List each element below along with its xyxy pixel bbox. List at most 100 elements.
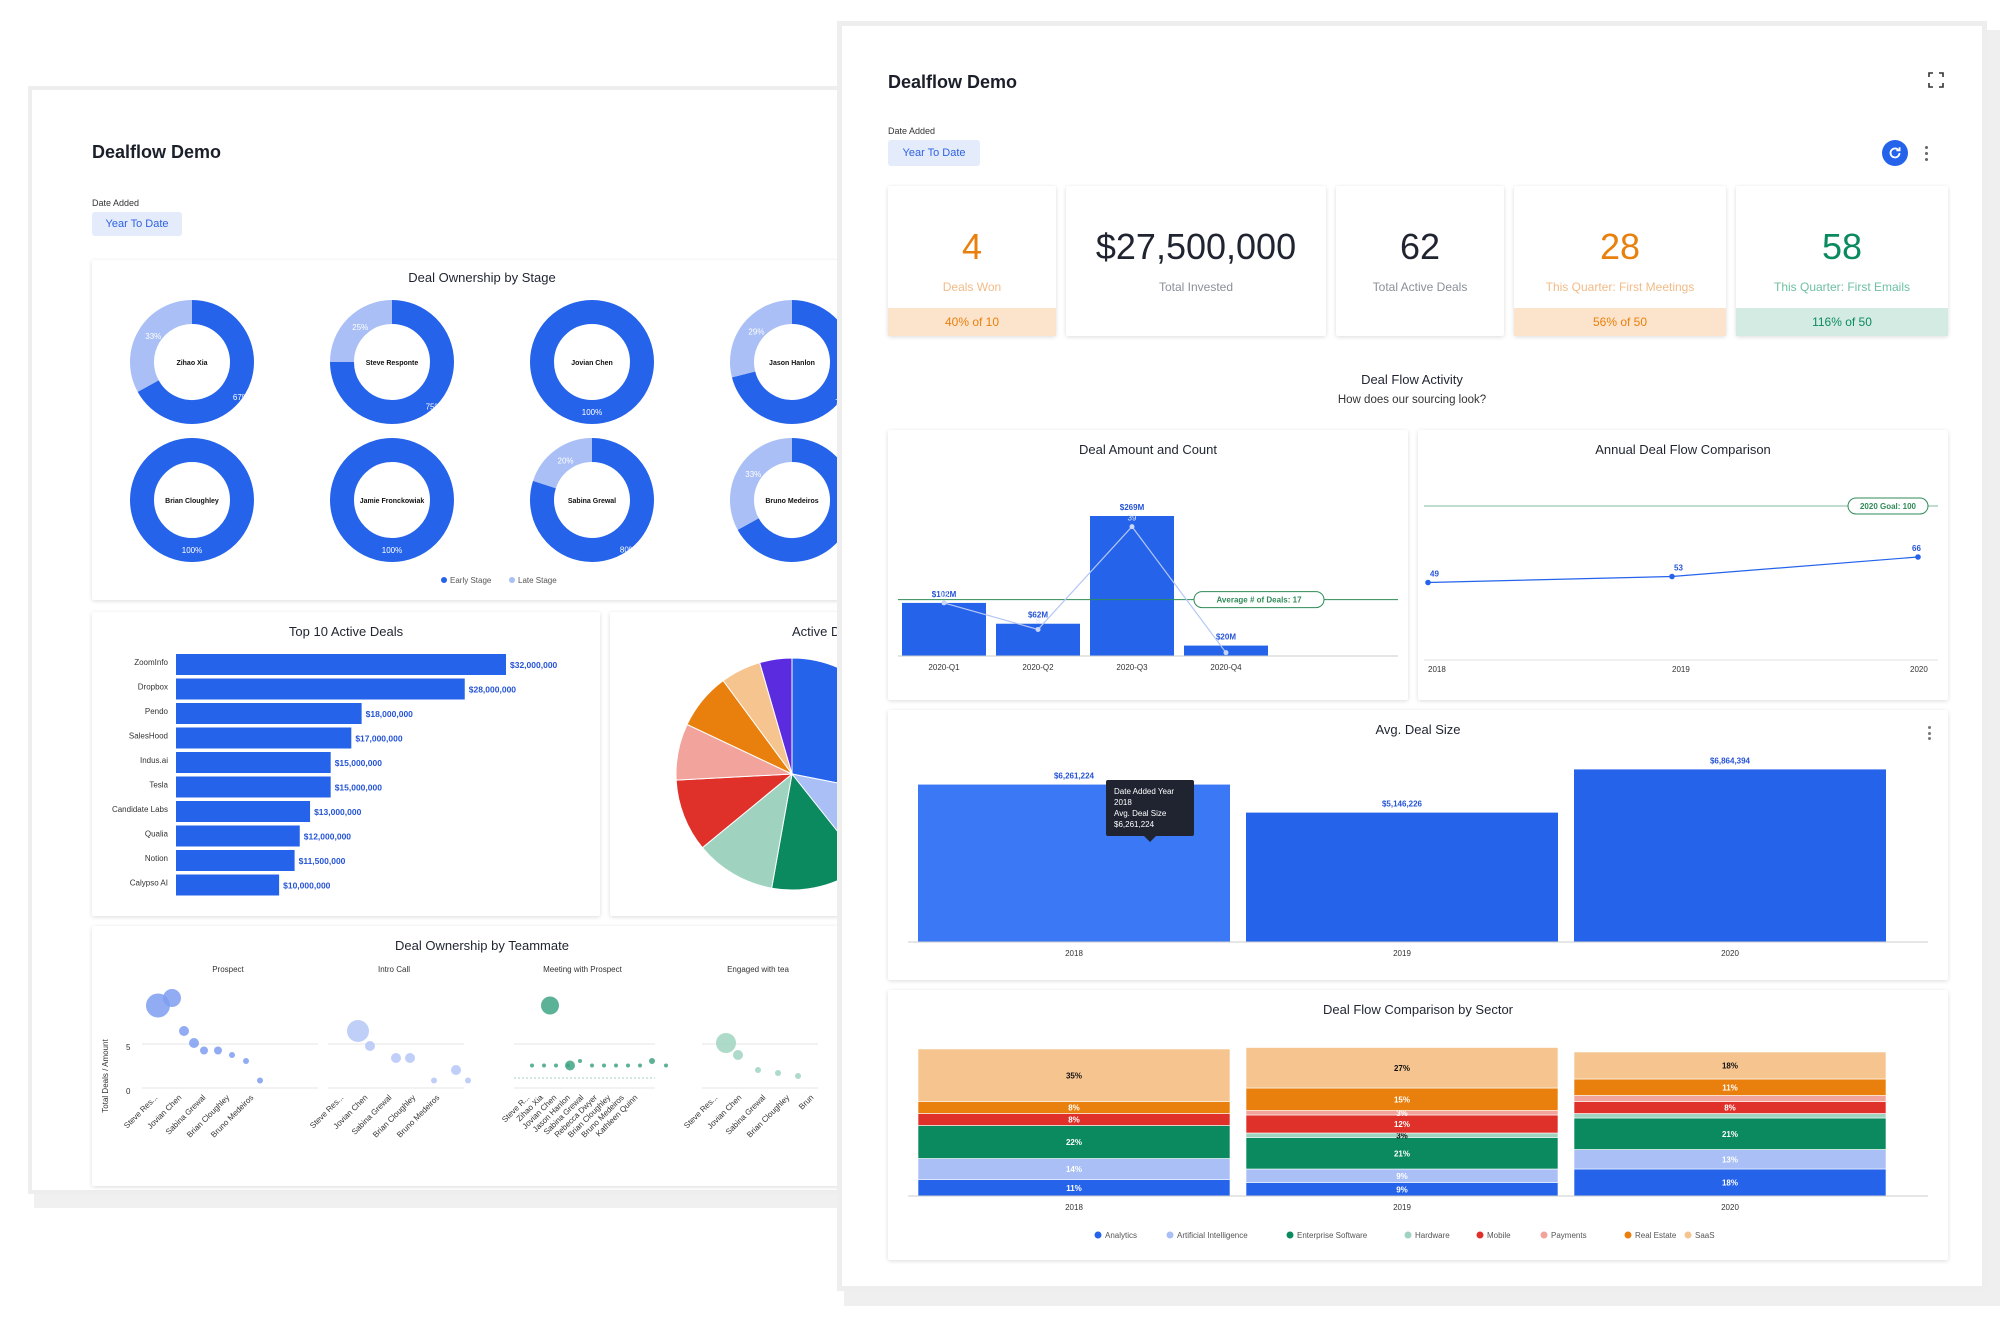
donut-early-arc: [731, 300, 854, 424]
count-point: [941, 600, 947, 606]
avg-size-label: $6,864,394: [1710, 756, 1751, 765]
deal-name: Calypso AI: [130, 879, 168, 888]
legend-swatch: [1286, 1231, 1294, 1239]
sector-comparison-title: Deal Flow Comparison by Sector: [1322, 1002, 1514, 1017]
deal-bar: [176, 678, 465, 700]
sector-value-label: 15%: [1394, 1095, 1410, 1104]
deal-name: ZoomInfo: [134, 658, 168, 667]
legend-label: Payments: [1551, 1231, 1587, 1240]
x-tick: 2019: [1393, 949, 1411, 958]
refresh-button[interactable]: [1882, 140, 1908, 166]
scatter-point: [565, 1060, 575, 1071]
donut-late-label: 20%: [558, 457, 574, 466]
sector-value-label: 18%: [1722, 1062, 1738, 1071]
deal-bar: [176, 703, 362, 724]
tooltip-text: Date Added Year: [1114, 787, 1174, 796]
deal-value-label: $28,000,000: [469, 685, 517, 695]
annual-value-label: 49: [1430, 570, 1439, 579]
date-filter[interactable]: Year To Date: [888, 140, 980, 166]
deal-ownership-by-stage-card: Deal Ownership by Stage 67% 33% Zihao Xia 7…: [92, 260, 872, 600]
scatter-point: [542, 1063, 546, 1068]
legend-late-swatch: [509, 577, 515, 583]
sector-value-label: 18%: [1722, 1179, 1738, 1188]
tooltip-text: Avg. Deal Size: [1114, 809, 1167, 818]
annual-comparison-title: Annual Deal Flow Comparison: [1595, 442, 1771, 457]
scatter-point: [391, 1053, 401, 1063]
front-dashboard-window: Dealflow Demo Date Added Year To Date 4 …: [842, 26, 1982, 1286]
amount-bar: [902, 602, 986, 656]
category-label: 2020-Q2: [1022, 663, 1054, 672]
tooltip-text: 2018: [1114, 798, 1132, 807]
sector-segment: [1573, 1051, 1887, 1080]
kpi-value: $27,500,000: [1095, 226, 1297, 267]
sector-value-label: 21%: [1722, 1130, 1738, 1139]
donut-early-arc: [330, 438, 454, 562]
deal-amount-count-card: Deal Amount and Count $102M 2020-Q1 $62M 20…: [888, 430, 1408, 700]
donut-person-name: Bruno Medeiros: [765, 498, 818, 505]
annual-value-label: 53: [1674, 564, 1683, 573]
sector-value-label: 35%: [1066, 1071, 1082, 1080]
donut-late-arc: [730, 438, 793, 530]
card-menu-icon[interactable]: [1926, 726, 1932, 740]
deal-name: Pendo: [145, 707, 169, 716]
legend-label: Enterprise Software: [1297, 1231, 1368, 1240]
donut-early-label: 100%: [182, 546, 202, 555]
deal-value-label: $13,000,000: [314, 807, 362, 817]
x-tick: 2019: [1393, 1203, 1411, 1212]
kpi-label: Deals Won: [942, 280, 1002, 294]
scatter-point: [451, 1065, 461, 1075]
teammate-name: Bruno Medeiros: [209, 1093, 255, 1139]
avg-deal-size-chart: $6,261,224 2018 $5,146,226 2019 $6,864,394 20…: [908, 756, 1928, 958]
goal-label: 2020 Goal: 100: [1860, 502, 1917, 511]
fullscreen-icon[interactable]: [1928, 72, 1944, 88]
kpi-label: This Quarter: First Meetings: [1545, 280, 1695, 294]
sector-segment: [917, 1125, 1231, 1159]
deal-value-label: $18,000,000: [366, 709, 414, 719]
panel-title: Engaged with tea: [727, 965, 789, 974]
sector-value-label: 3%: [1396, 1131, 1408, 1140]
count-label: 8: [1036, 616, 1041, 625]
kpi-value: 4: [961, 226, 983, 267]
tooltip-box: [1106, 780, 1194, 836]
donut-person-name: Jamie Fronckowiak: [360, 498, 425, 505]
legend-label: Artificial Intelligence: [1177, 1231, 1248, 1240]
legend-label: Analytics: [1105, 1231, 1137, 1240]
deal-bar: [176, 850, 295, 871]
deal-bar: [176, 752, 331, 773]
scatter-point: [795, 1073, 801, 1079]
deal-bar: [176, 654, 506, 675]
x-tick: 2019: [1672, 665, 1690, 674]
sector-value-label: 8%: [1068, 1104, 1080, 1113]
y-tick: 5: [126, 1043, 131, 1052]
active-deals-card: Active De: [610, 612, 872, 916]
panel-title: Meeting with Prospect: [543, 965, 622, 974]
more-options-icon[interactable]: [1920, 140, 1932, 166]
sector-value-label: 3%: [1396, 1109, 1408, 1118]
kpi-value: 62: [1399, 226, 1441, 267]
kpi-value: 58: [1821, 226, 1863, 267]
tooltip-text: $6,261,224: [1114, 820, 1155, 829]
donut-late-label: 33%: [145, 332, 161, 341]
scatter-point: [614, 1063, 618, 1068]
back-date-filter[interactable]: Year To Date: [92, 212, 182, 236]
donut-early-label: 80%: [620, 545, 636, 554]
sector-value-label: 9%: [1396, 1185, 1408, 1194]
x-tick: 2018: [1428, 665, 1446, 674]
deal-name: Candidate Labs: [112, 805, 168, 814]
amount-label: $20M: [1216, 633, 1236, 642]
scatter-point: [189, 1038, 199, 1048]
deal-name: SalesHood: [129, 732, 168, 741]
annual-point: [1425, 579, 1431, 586]
kpi-target: 56% of 50: [1514, 308, 1726, 336]
kpi-first-meetings: 28 This Quarter: First Meetings 56% of 5…: [1514, 186, 1726, 336]
sector-value-label: 11%: [1722, 1083, 1738, 1092]
scatter-point: [214, 1046, 222, 1055]
section-subtitle: How does our sourcing look?: [1337, 394, 1487, 406]
deal-bar: [176, 727, 352, 749]
goal-badge: [1847, 497, 1929, 515]
sector-comparison-chart: 11% 14% 22% 8% 8% 35% 2018 9% 9% 21% 3% 12% 3% 15% 27%…: [908, 1047, 1928, 1240]
sector-value-label: 9%: [1396, 1172, 1408, 1181]
scatter-point: [638, 1063, 642, 1068]
dashboard-title: Dealflow Demo: [888, 72, 1018, 92]
donut-early-label: 100%: [582, 408, 602, 417]
